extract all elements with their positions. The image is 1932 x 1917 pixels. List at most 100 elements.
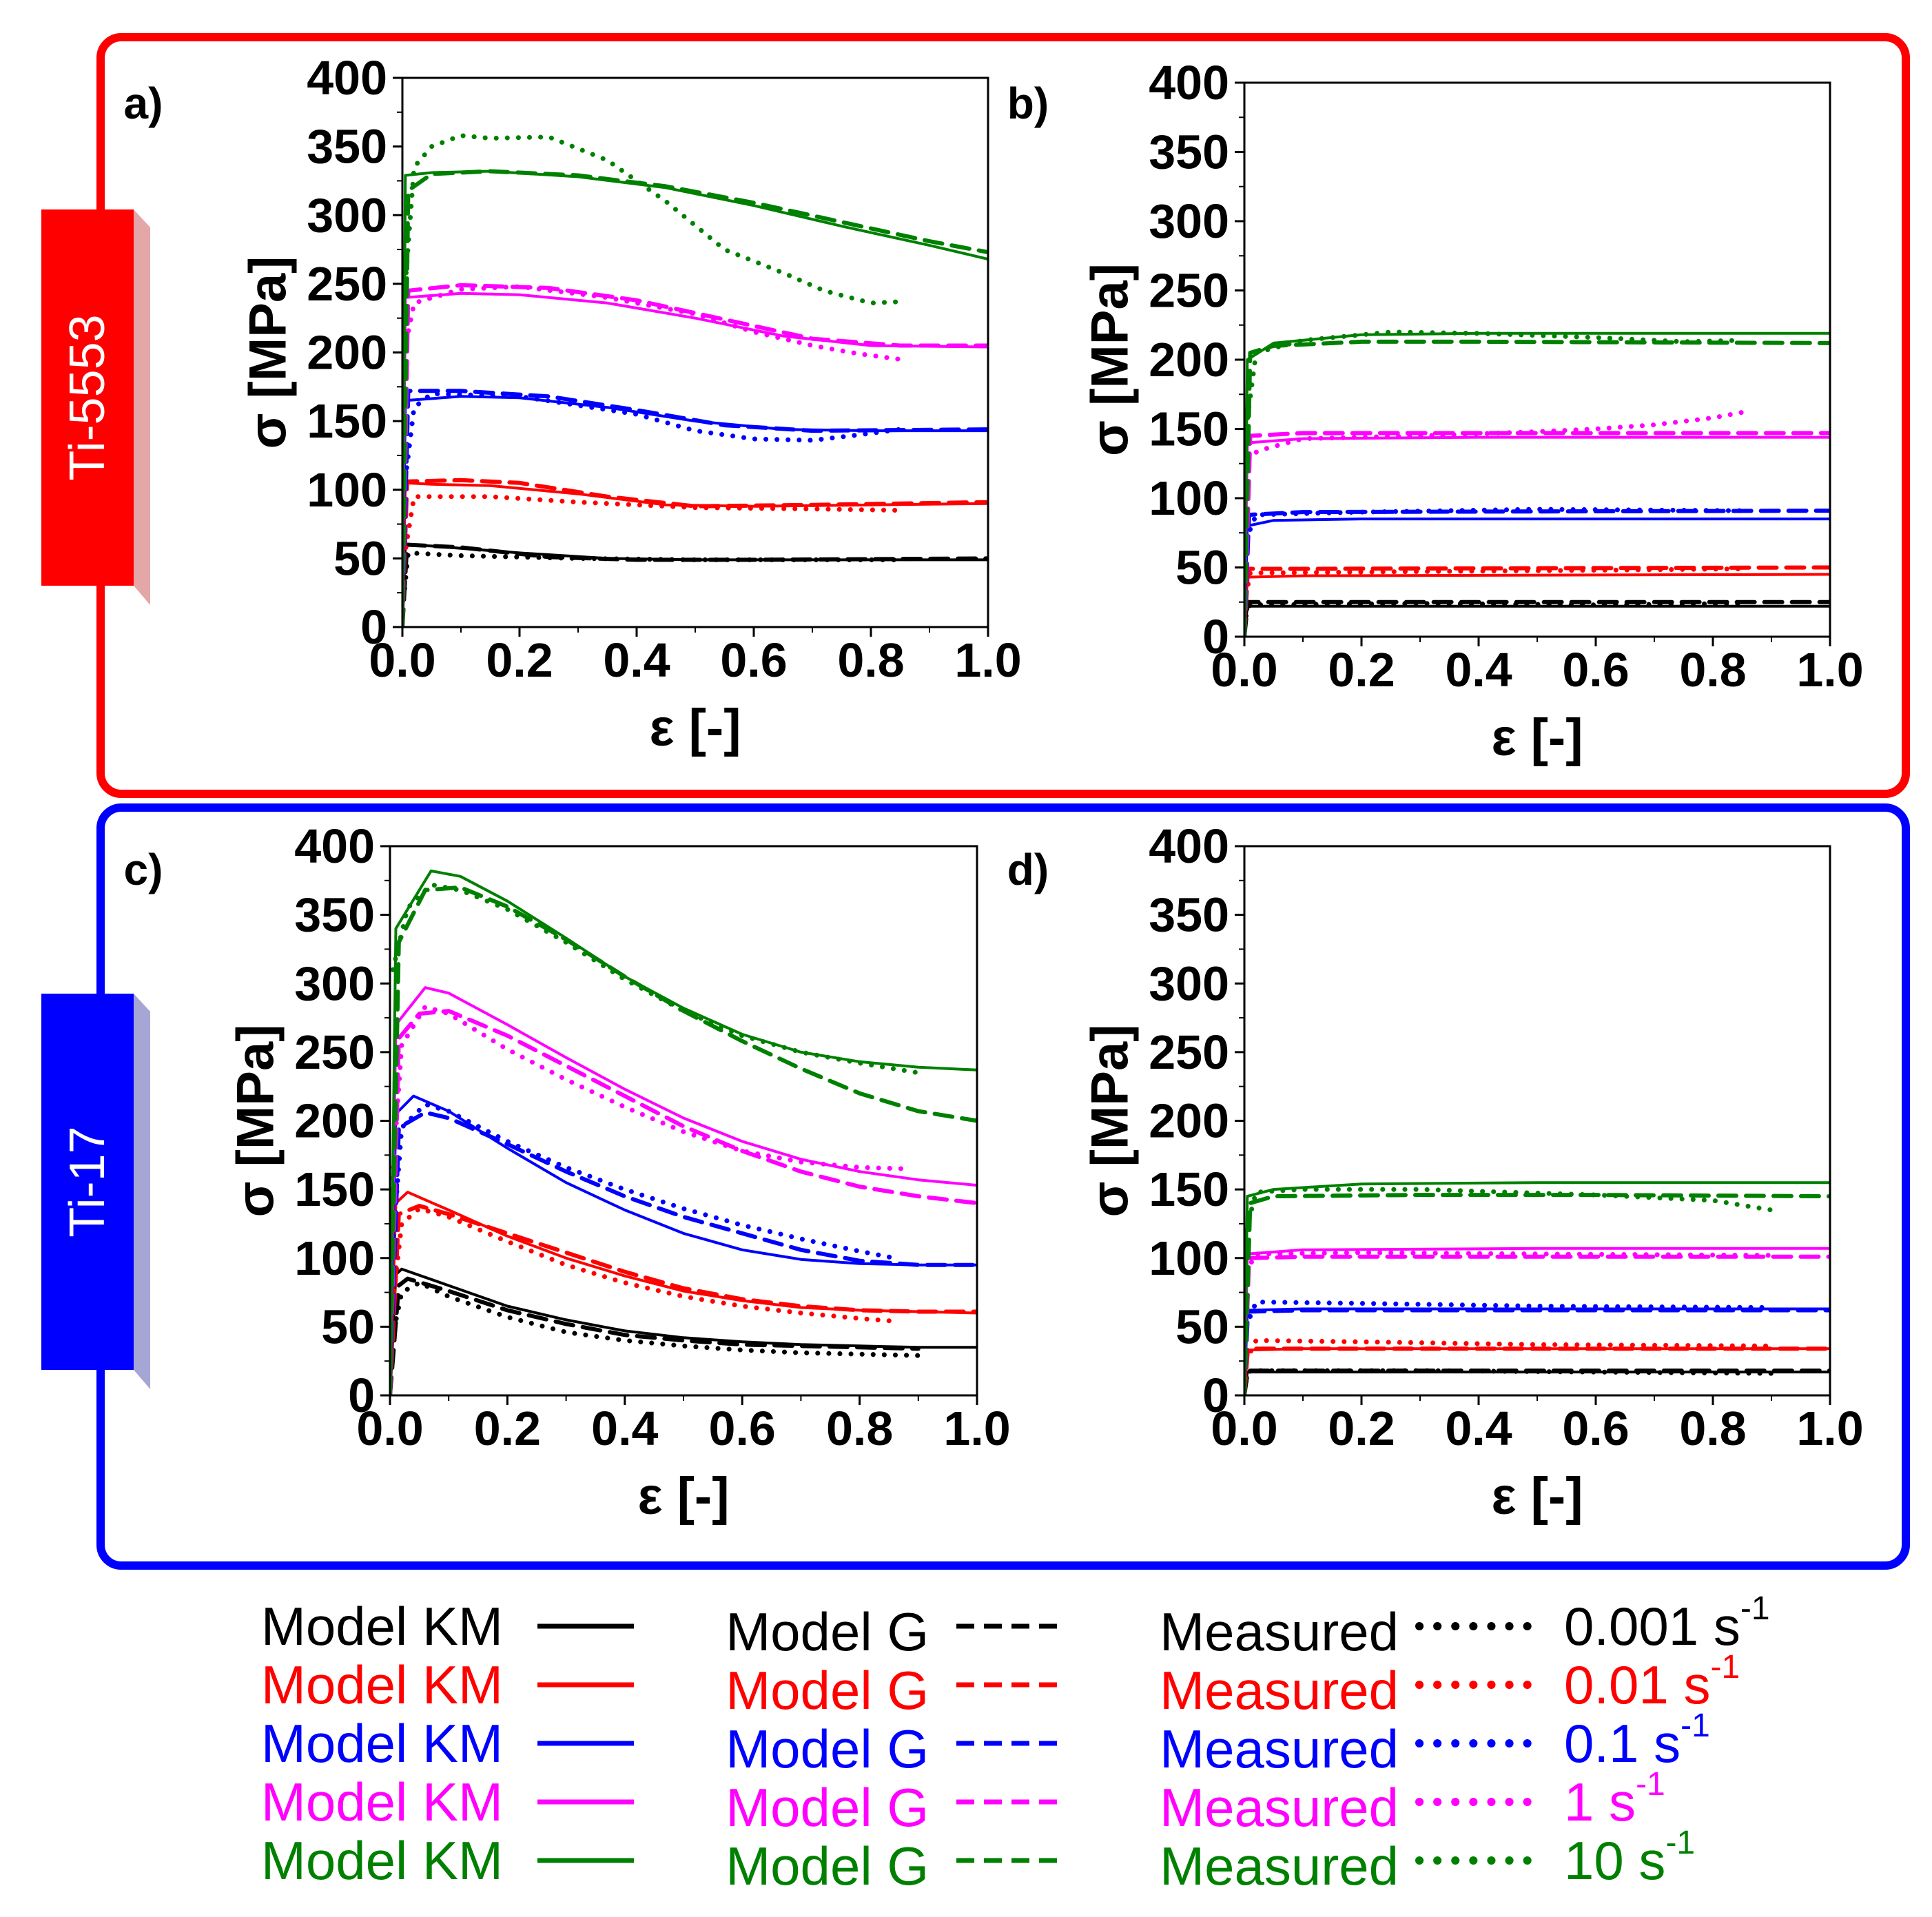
x-tick-label: 0.0 xyxy=(356,1402,423,1455)
legend-rate-label: 0.001 s-1 xyxy=(1564,1590,1770,1657)
plot-frame xyxy=(389,845,978,1397)
x-tick-label: 0.8 xyxy=(1679,1402,1746,1455)
legend-measured-label: Measured xyxy=(1160,1777,1399,1838)
series-line-measured-10 xyxy=(390,882,921,1076)
y-tick-label: 100 xyxy=(294,1231,375,1285)
x-tick-label: 1.0 xyxy=(1796,1402,1863,1455)
legend-measured-label: Measured xyxy=(1160,1601,1399,1662)
x-axis-label: ε [-] xyxy=(1491,1467,1583,1526)
legend-g-label: Model G xyxy=(726,1777,929,1838)
y-tick-label: 250 xyxy=(1149,1025,1229,1079)
y-tick-label: 200 xyxy=(294,1094,375,1148)
legend-km-label: Model KM xyxy=(261,1772,503,1832)
y-tick-label: 150 xyxy=(1149,1162,1229,1216)
series-line-model-km-1 xyxy=(402,291,988,627)
series-line-model-g-0_01 xyxy=(1244,1346,1830,1395)
series-line-model-g-0_1 xyxy=(402,389,988,627)
x-axis-label: ε [-] xyxy=(649,699,741,757)
series-line-model-g-1 xyxy=(1244,1254,1830,1395)
series-line-measured-10 xyxy=(1244,329,1745,431)
legend-measured-label: Measured xyxy=(1160,1719,1399,1779)
y-tick-label: 200 xyxy=(307,326,387,380)
plot-frame xyxy=(401,76,989,628)
series-line-model-g-0_1 xyxy=(390,1110,977,1395)
x-tick-label: 0.4 xyxy=(603,633,670,687)
series-line-measured-0_001 xyxy=(390,1280,921,1358)
panel-letter: b) xyxy=(1007,79,1049,128)
series-line-model-km-0_01 xyxy=(390,1191,977,1395)
y-tick-label: 0 xyxy=(348,1368,375,1422)
y-tick-label: 50 xyxy=(1175,541,1229,595)
y-tick-label: 300 xyxy=(307,188,387,242)
plot-frame xyxy=(1243,81,1831,638)
y-tick-label: 150 xyxy=(1149,402,1229,456)
legend-measured-label: Measured xyxy=(1160,1836,1399,1896)
x-tick-label: 0.0 xyxy=(1211,643,1277,697)
x-tick-label: 1.0 xyxy=(954,633,1021,687)
panel-b: b) 0 50 100 150 200 250 300 350 400 0.0 0.2 0.4 0.6 0.… xyxy=(1007,56,1864,767)
series-group xyxy=(1244,1181,1830,1395)
legend-km-label: Model KM xyxy=(261,1830,503,1891)
y-tick-label: 0 xyxy=(1202,610,1229,664)
plot-frame xyxy=(1243,845,1831,1397)
y-tick-label: 150 xyxy=(307,394,387,448)
legend-km-label: Model KM xyxy=(261,1654,503,1715)
y-tick-label: 350 xyxy=(307,120,387,174)
legend-km-label: Model KM xyxy=(261,1713,503,1774)
y-tick-label: 50 xyxy=(333,531,387,585)
series-line-model-km-10 xyxy=(1244,331,1830,637)
y-tick-label: 0 xyxy=(1202,1368,1229,1422)
series-line-measured-10 xyxy=(402,133,903,306)
y-tick-label: 50 xyxy=(321,1300,375,1353)
legend-rate-exponent: -1 xyxy=(1710,1649,1740,1685)
y-tick-label: 100 xyxy=(1149,471,1229,525)
y-axis-label: σ [MPa] xyxy=(1081,263,1140,456)
series-line-model-g-0_01 xyxy=(390,1204,977,1395)
series-line-model-g-1 xyxy=(390,1009,977,1395)
panel-letter: a) xyxy=(124,79,163,128)
legend-km-label: Model KM xyxy=(261,1596,503,1657)
series-line-measured-0_1 xyxy=(1244,1300,1774,1329)
series-line-model-g-10 xyxy=(1244,339,1830,637)
legend-g-label: Model G xyxy=(726,1601,929,1662)
series-line-model-km-0_1 xyxy=(390,1094,977,1395)
y-tick-label: 400 xyxy=(1149,56,1229,110)
series-group xyxy=(1244,329,1830,637)
series-line-model-km-0_001 xyxy=(1244,604,1830,637)
series-line-measured-0_1 xyxy=(402,391,903,493)
series-line-measured-0_001 xyxy=(402,550,903,602)
series-line-measured-0_01 xyxy=(1244,566,1745,598)
series-line-model-km-0_001 xyxy=(402,543,988,627)
y-tick-label: 400 xyxy=(307,51,387,105)
x-axis-label: ε [-] xyxy=(1491,708,1583,767)
x-tick-label: 0.2 xyxy=(474,1402,541,1455)
panel-a: a) 0 50 100 150 200 250 300 350 400 0.0 0.2 0.4 0.6 0.… xyxy=(124,51,1022,757)
legend-rate-label: 1 s-1 xyxy=(1564,1766,1665,1833)
series-line-model-km-10 xyxy=(402,170,988,627)
panel-letter: c) xyxy=(124,845,163,894)
y-tick-label: 100 xyxy=(1149,1231,1229,1285)
series-line-model-g-0_1 xyxy=(1244,1308,1830,1395)
series-group xyxy=(390,869,977,1395)
x-tick-label: 0.8 xyxy=(837,633,904,687)
series-line-model-g-0_001 xyxy=(402,542,988,627)
series-line-model-km-10 xyxy=(1244,1181,1830,1395)
y-tick-label: 50 xyxy=(1175,1300,1229,1353)
legend-row: Model KM Model G Measured 0.001 s-1 xyxy=(261,1590,1770,1663)
y-tick-label: 250 xyxy=(1149,264,1229,318)
legend-rate-label: 10 s-1 xyxy=(1564,1825,1695,1892)
legend-rate-exponent: -1 xyxy=(1665,1825,1695,1861)
series-line-model-km-0_1 xyxy=(1244,517,1830,637)
series-line-model-km-1 xyxy=(390,986,977,1395)
legend-measured-label: Measured xyxy=(1160,1660,1399,1721)
legend-rate-label: 0.01 s-1 xyxy=(1564,1649,1740,1716)
y-tick-label: 400 xyxy=(294,819,375,873)
y-axis-label: σ [MPa] xyxy=(1081,1025,1140,1218)
legend-g-label: Model G xyxy=(726,1660,929,1721)
series-line-model-km-0_1 xyxy=(1244,1307,1830,1395)
y-tick-label: 350 xyxy=(294,888,375,942)
y-tick-label: 300 xyxy=(294,956,375,1010)
series-line-model-g-1 xyxy=(402,283,988,627)
